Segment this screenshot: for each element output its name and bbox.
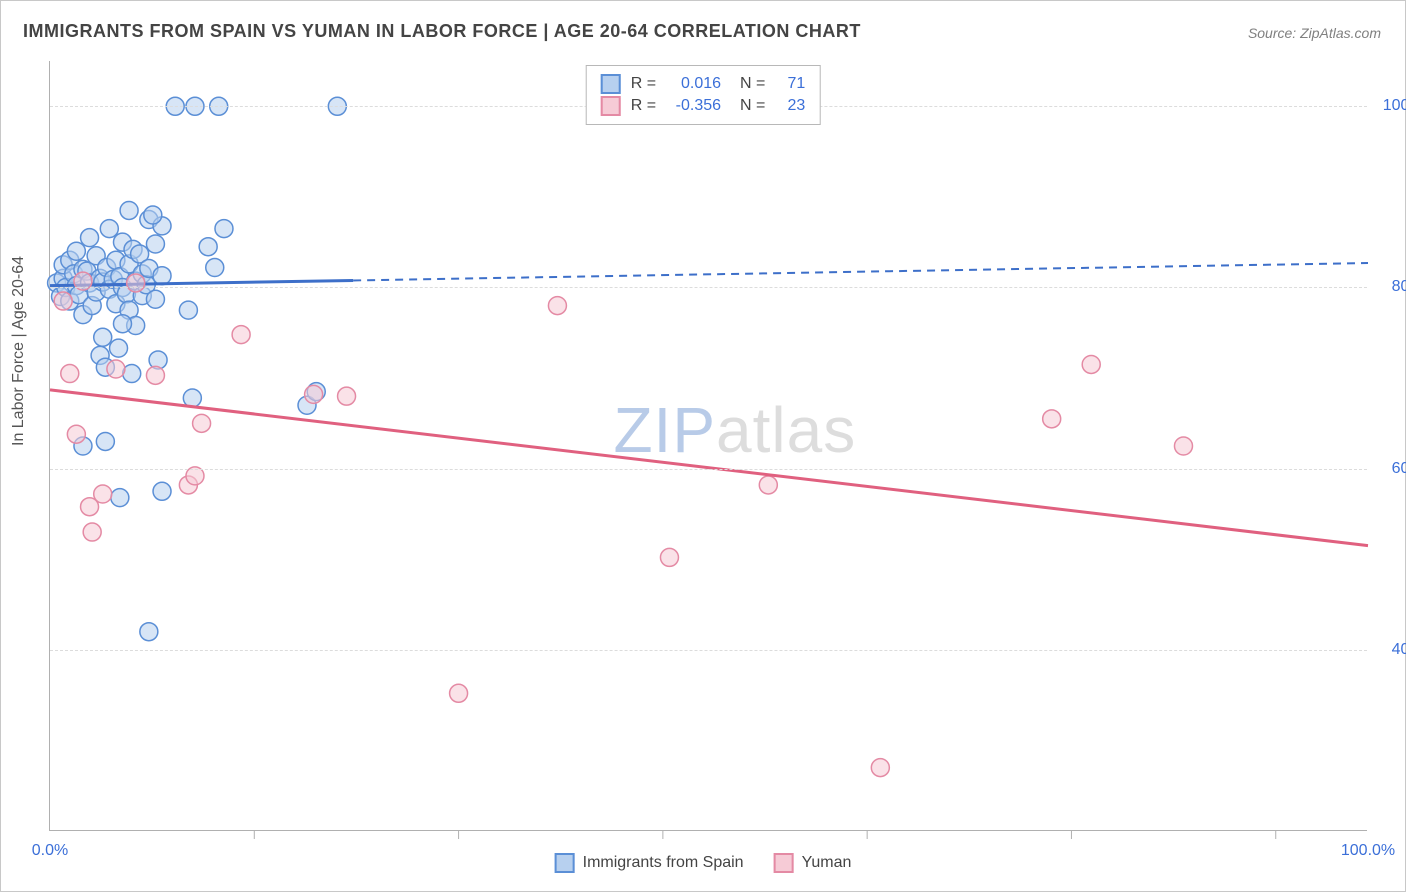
y-tick-label: 100.0% — [1377, 97, 1406, 115]
data-point-spain — [120, 201, 138, 219]
data-point-yuman — [193, 414, 211, 432]
data-point-yuman — [146, 366, 164, 384]
stat-r-label: R = — [631, 97, 656, 115]
legend-swatch-spain — [555, 853, 575, 873]
y-tick-label: 60.0% — [1377, 460, 1406, 478]
stat-r-value: 0.016 — [666, 75, 721, 93]
data-point-spain — [179, 301, 197, 319]
data-point-spain — [146, 235, 164, 253]
data-point-yuman — [1043, 410, 1061, 428]
source-attribution: Source: ZipAtlas.com — [1248, 25, 1381, 41]
data-point-yuman — [127, 274, 145, 292]
data-point-yuman — [107, 360, 125, 378]
legend-swatch-yuman — [774, 853, 794, 873]
data-point-yuman — [450, 684, 468, 702]
data-point-spain — [153, 482, 171, 500]
data-point-spain — [113, 315, 131, 333]
y-axis-label: In Labor Force | Age 20-64 — [10, 256, 28, 446]
data-point-yuman — [871, 759, 889, 777]
stat-n-value: 23 — [775, 97, 805, 115]
stats-row-spain: R = 0.016 N = 71 — [601, 74, 806, 94]
data-point-yuman — [338, 387, 356, 405]
data-point-spain — [144, 206, 162, 224]
gridline-h — [50, 650, 1367, 651]
data-point-spain — [81, 229, 99, 247]
data-point-spain — [199, 238, 217, 256]
data-point-spain — [100, 220, 118, 238]
data-point-yuman — [305, 385, 323, 403]
gridline-h — [50, 287, 1367, 288]
legend-item-yuman: Yuman — [774, 853, 852, 873]
legend-item-spain: Immigrants from Spain — [555, 853, 744, 873]
plot-area: ZIPatlas 40.0%60.0%80.0%100.0%0.0%100.0% — [49, 61, 1367, 831]
data-point-spain — [183, 389, 201, 407]
data-point-yuman — [660, 548, 678, 566]
swatch-yuman — [601, 96, 621, 116]
data-point-spain — [111, 489, 129, 507]
data-point-yuman — [232, 326, 250, 344]
y-tick-label: 40.0% — [1377, 641, 1406, 659]
stat-r-value: -0.356 — [666, 97, 721, 115]
data-point-spain — [94, 328, 112, 346]
x-tick-label: 0.0% — [32, 842, 68, 860]
data-point-yuman — [1082, 355, 1100, 373]
data-point-spain — [206, 259, 224, 277]
data-point-spain — [140, 623, 158, 641]
swatch-spain — [601, 74, 621, 94]
data-point-yuman — [1174, 437, 1192, 455]
data-point-spain — [215, 220, 233, 238]
data-point-yuman — [54, 292, 72, 310]
data-point-spain — [110, 339, 128, 357]
stat-n-label: N = — [731, 97, 765, 115]
chart-container: IMMIGRANTS FROM SPAIN VS YUMAN IN LABOR … — [0, 0, 1406, 892]
y-tick-label: 80.0% — [1377, 278, 1406, 296]
data-point-yuman — [67, 425, 85, 443]
data-point-yuman — [83, 523, 101, 541]
x-tick-label: 100.0% — [1341, 842, 1395, 860]
stat-r-label: R = — [631, 75, 656, 93]
data-point-spain — [153, 267, 171, 285]
stats-legend: R = 0.016 N = 71 R = -0.356 N = 23 — [586, 65, 821, 125]
stats-row-yuman: R = -0.356 N = 23 — [601, 96, 806, 116]
trendline-dashed-spain — [353, 263, 1368, 280]
data-point-spain — [96, 432, 114, 450]
legend-label: Yuman — [802, 854, 852, 872]
stat-n-label: N = — [731, 75, 765, 93]
data-point-yuman — [759, 476, 777, 494]
plot-svg — [50, 61, 1367, 830]
legend-label: Immigrants from Spain — [583, 854, 744, 872]
chart-title: IMMIGRANTS FROM SPAIN VS YUMAN IN LABOR … — [23, 21, 861, 42]
data-point-yuman — [548, 297, 566, 315]
series-legend: Immigrants from Spain Yuman — [555, 853, 852, 873]
data-point-yuman — [94, 485, 112, 503]
data-point-yuman — [61, 365, 79, 383]
data-point-spain — [67, 242, 85, 260]
stat-n-value: 71 — [775, 75, 805, 93]
gridline-h — [50, 469, 1367, 470]
data-point-spain — [146, 290, 164, 308]
